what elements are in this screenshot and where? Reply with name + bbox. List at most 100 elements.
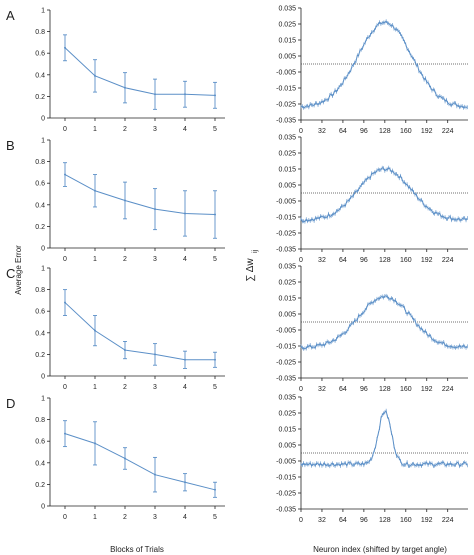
y-tick-label: 0.2 bbox=[35, 224, 45, 231]
y-tick-label: 0.025 bbox=[278, 280, 296, 287]
panels: A 0 0.2 0.4 0.6 0.8 1 0 1 2 3 4 5 B 0 0.2 0.4 0.6 0.8 1 0 1 2 3… bbox=[6, 6, 468, 524]
y-tick-label: -0.025 bbox=[276, 360, 296, 367]
profile-line bbox=[300, 409, 468, 468]
x-tick-label: 192 bbox=[421, 386, 433, 393]
data-point bbox=[184, 212, 186, 215]
y-tick-label: 0.2 bbox=[35, 482, 45, 489]
x-tick-label: 5 bbox=[213, 384, 217, 391]
panel-label: A bbox=[6, 8, 15, 23]
y-tick-label: 0.025 bbox=[278, 151, 296, 158]
x-tick-label: 2 bbox=[123, 384, 127, 391]
x-tick-label: 4 bbox=[183, 384, 187, 391]
y-tick-label: 1 bbox=[41, 138, 45, 145]
y-tick-label: 0.2 bbox=[35, 352, 45, 359]
data-line bbox=[64, 433, 216, 491]
x-tick-label: 1 bbox=[93, 514, 97, 521]
x-tick-label: 2 bbox=[123, 514, 127, 521]
y-tick-label: 0.015 bbox=[278, 167, 296, 174]
x-tick-label: 32 bbox=[318, 128, 326, 135]
profile-line bbox=[300, 20, 468, 109]
x-tick-label: 0 bbox=[299, 128, 303, 135]
y-tick-label: 0.4 bbox=[35, 202, 45, 209]
x-tick-label: 128 bbox=[379, 128, 391, 135]
y-tick-label: -0.005 bbox=[276, 199, 296, 206]
x-tick-label: 2 bbox=[123, 126, 127, 133]
y-tick-label: 0.025 bbox=[278, 411, 296, 418]
data-point bbox=[64, 46, 66, 49]
y-tick-label: 0.015 bbox=[278, 427, 296, 434]
y-tick-label: 0.6 bbox=[35, 51, 45, 58]
y-tick-label: -0.025 bbox=[276, 231, 296, 238]
x-tick-label: 224 bbox=[442, 257, 454, 264]
y-tick-label: 0.2 bbox=[35, 94, 45, 101]
y-tick-label: 0 bbox=[41, 504, 45, 511]
y-tick-label: 0.005 bbox=[278, 312, 296, 319]
x-tick-label: 3 bbox=[153, 256, 157, 263]
panel-label: C bbox=[6, 266, 15, 281]
profile-line bbox=[300, 295, 468, 350]
y-tick-label: 0.035 bbox=[278, 6, 296, 13]
y-tick-label: 0.005 bbox=[278, 54, 296, 61]
x-tick-label: 64 bbox=[339, 517, 347, 524]
x-tick-label: 128 bbox=[379, 386, 391, 393]
data-point bbox=[214, 94, 216, 97]
y-tick-label: 0.8 bbox=[35, 29, 45, 36]
right-panel-a: 0.035 0.025 0.015 0.005 -0.005 -0.015 -0.025 -0… bbox=[276, 6, 468, 135]
left-x-axis-label: Blocks of Trials bbox=[110, 545, 164, 554]
y-tick-label: -0.005 bbox=[276, 459, 296, 466]
x-tick-label: 0 bbox=[299, 386, 303, 393]
data-line bbox=[64, 302, 215, 361]
y-tick-label: -0.035 bbox=[276, 247, 296, 254]
data-point bbox=[94, 189, 96, 192]
data-point bbox=[124, 86, 126, 89]
y-tick-label: 0.035 bbox=[278, 135, 296, 142]
y-tick-label: -0.015 bbox=[276, 344, 296, 351]
data-point bbox=[94, 442, 96, 445]
data-point bbox=[64, 432, 66, 435]
data-point bbox=[154, 93, 156, 96]
x-tick-label: 3 bbox=[153, 126, 157, 133]
left-panel-c: C 0 0.2 0.4 0.6 0.8 1 0 1 2 3 4 5 bbox=[6, 266, 225, 391]
right-panel-c: 0.035 0.025 0.015 0.005 -0.005 -0.015 -0.025 -0… bbox=[276, 264, 468, 393]
data-point bbox=[154, 473, 156, 476]
x-tick-label: 1 bbox=[93, 256, 97, 263]
left-panel-d: D 0 0.2 0.4 0.6 0.8 1 0 1 2 3 4 5 bbox=[6, 396, 225, 521]
data-point bbox=[124, 457, 126, 460]
x-tick-label: 0 bbox=[299, 517, 303, 524]
data-point bbox=[214, 358, 216, 361]
y-tick-label: 0.8 bbox=[35, 287, 45, 294]
data-point bbox=[214, 488, 216, 491]
y-tick-label: -0.005 bbox=[276, 328, 296, 335]
x-tick-label: 0 bbox=[63, 126, 67, 133]
x-tick-label: 96 bbox=[360, 128, 368, 135]
x-tick-label: 3 bbox=[153, 514, 157, 521]
y-tick-label: 0.4 bbox=[35, 460, 45, 467]
x-tick-label: 160 bbox=[400, 517, 412, 524]
x-tick-label: 128 bbox=[379, 257, 391, 264]
x-tick-label: 0 bbox=[63, 256, 67, 263]
x-tick-label: 4 bbox=[183, 256, 187, 263]
y-tick-label: -0.015 bbox=[276, 215, 296, 222]
x-tick-label: 32 bbox=[318, 257, 326, 264]
y-tick-label: -0.025 bbox=[276, 491, 296, 498]
x-tick-label: 192 bbox=[421, 128, 433, 135]
left-panel-a: A 0 0.2 0.4 0.6 0.8 1 0 1 2 3 4 5 bbox=[6, 8, 225, 133]
data-point bbox=[184, 93, 186, 96]
y-tick-label: 0.4 bbox=[35, 72, 45, 79]
y-tick-label: 0.8 bbox=[35, 159, 45, 166]
data-point bbox=[94, 74, 96, 77]
right-y-axis-label-main: ∑ Δw bbox=[245, 258, 256, 282]
y-tick-label: 0.015 bbox=[278, 38, 296, 45]
data-point bbox=[214, 213, 216, 216]
panel-label: B bbox=[6, 138, 15, 153]
right-x-axis-label: Neuron index (shifted by target angle) bbox=[313, 545, 447, 554]
y-tick-label: -0.025 bbox=[276, 102, 296, 109]
x-tick-label: 5 bbox=[213, 126, 217, 133]
y-tick-label: -0.015 bbox=[276, 86, 296, 93]
x-tick-label: 64 bbox=[339, 128, 347, 135]
x-tick-label: 0 bbox=[63, 514, 67, 521]
right-y-axis-label-subscript: ij bbox=[252, 249, 259, 253]
panel-label: D bbox=[6, 396, 15, 411]
data-line bbox=[64, 47, 216, 96]
x-tick-label: 32 bbox=[318, 517, 326, 524]
